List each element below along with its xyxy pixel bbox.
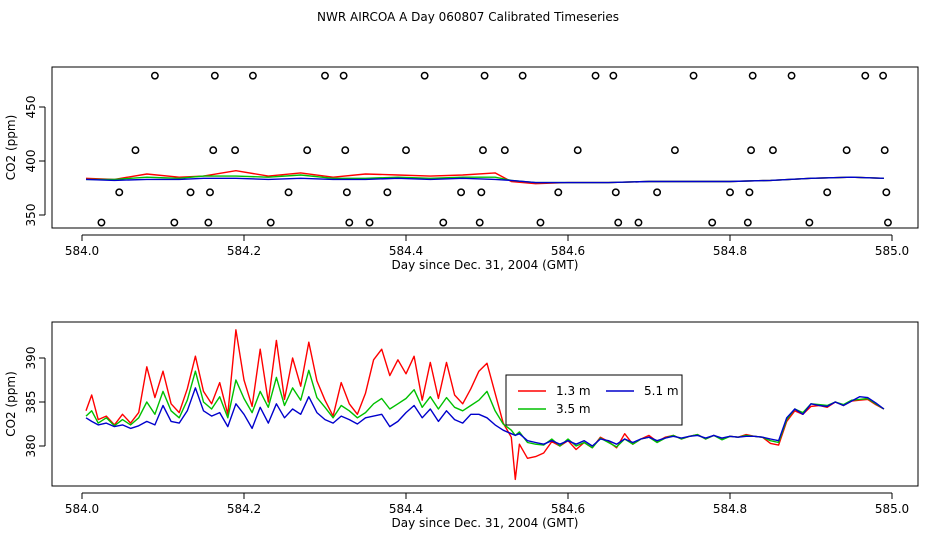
calibration-point <box>689 71 698 80</box>
calibration-point <box>170 218 179 227</box>
bottom-x-tick-label: 584.2 <box>227 502 261 516</box>
calibration-point <box>204 218 213 227</box>
calibration-point <box>745 188 754 197</box>
calibration-point <box>554 188 563 197</box>
calibration-point <box>284 188 293 197</box>
bottom-data-group <box>85 329 885 481</box>
calibration-point <box>748 71 757 80</box>
calibration-point <box>439 218 448 227</box>
calibration-point <box>321 71 329 80</box>
legend-label: 3.5 m <box>556 402 591 416</box>
bottom-x-tick-label: 584.0 <box>65 502 99 516</box>
bottom-y-tick-label: 385 <box>24 391 38 414</box>
legend-label: 5.1 m <box>644 384 679 398</box>
top-data-group <box>85 169 884 185</box>
calibration-point <box>248 71 257 80</box>
bottom-y-tick-label: 380 <box>24 435 38 458</box>
calibration-point <box>747 146 756 155</box>
bottom-x-tick-label: 584.6 <box>551 502 585 516</box>
calibration-point <box>457 188 466 197</box>
calibration-point <box>131 146 140 155</box>
calibration-point <box>115 188 124 197</box>
bottom-series-5-1-mm-line <box>85 387 885 447</box>
bottom-x-tick-label: 584.4 <box>389 502 423 516</box>
calibration-point <box>708 218 717 227</box>
calibration-point <box>209 146 218 155</box>
calibration-point <box>861 71 870 80</box>
bottom-series-3-5-mm-line <box>85 369 885 449</box>
calibration-point <box>97 218 106 227</box>
top-x-tick-label: 584.6 <box>551 244 585 258</box>
calibration-point <box>609 71 618 80</box>
calibration-point <box>743 218 752 227</box>
calibration-point <box>823 188 832 197</box>
calibration-point <box>634 218 643 227</box>
legend-label: 1.3 m <box>556 384 591 398</box>
calibration-point <box>768 146 777 155</box>
calibration-point <box>345 218 354 227</box>
calibration-point <box>653 188 662 197</box>
top-x-tick-label: 584.2 <box>227 244 261 258</box>
calibration-point <box>480 71 489 80</box>
calibration-point <box>536 218 545 227</box>
calibration-point <box>420 71 429 80</box>
calibration-point <box>206 188 214 197</box>
calibration-point <box>670 146 679 155</box>
legend: 1.3 m 5.1 m 3.5 m <box>505 374 683 426</box>
calibration-point <box>477 188 486 197</box>
calibration-point <box>879 71 888 80</box>
calibration-point <box>614 218 623 227</box>
calibration-point <box>573 146 582 155</box>
calibration-point <box>231 146 240 155</box>
calibration-point <box>591 71 600 80</box>
calibration-point <box>611 188 620 197</box>
calibration-point <box>186 188 195 197</box>
bottom-plot-frame <box>51 321 919 487</box>
top-x-tick-label: 584.4 <box>389 244 423 258</box>
calibration-point <box>303 146 312 155</box>
bottom-y-tick-label: 390 <box>24 347 38 370</box>
calibration-point <box>842 146 851 155</box>
calibration-point <box>339 71 348 80</box>
calibration-point <box>500 146 509 155</box>
calibration-point <box>150 71 159 80</box>
top-x-tick-label: 584.0 <box>65 244 99 258</box>
top-x-tick-label: 585.0 <box>875 244 909 258</box>
top-series-5-1-mm-line <box>85 176 884 184</box>
calibration-point <box>383 188 392 197</box>
top-panel: 584.0 584.2 584.4 584.6 584.8 585.0 Day since … <box>4 66 919 272</box>
calibration-point <box>805 218 814 227</box>
bottom-x-tick-label: 585.0 <box>875 502 909 516</box>
top-plot-frame <box>51 66 919 229</box>
calibration-point <box>882 188 891 197</box>
legend-box <box>505 374 683 426</box>
calibration-point <box>475 218 484 227</box>
top-y-tick-label: 400 <box>24 150 38 173</box>
calibration-point <box>726 188 734 197</box>
calibration-point <box>210 71 219 80</box>
calibration-point <box>342 188 351 197</box>
calibration-point <box>266 218 275 227</box>
top-x-tick-label: 584.8 <box>713 244 747 258</box>
bottom-x-axis-label: Day since Dec. 31, 2004 (GMT) <box>392 516 579 530</box>
top-y-axis-label: CO2 (ppm) <box>4 115 18 181</box>
figure-title: NWR AIRCOA A Day 060807 Calibrated Times… <box>316 10 619 24</box>
bottom-y-axis-label: CO2 (ppm) <box>4 371 18 437</box>
calibration-point <box>518 71 527 80</box>
calibration-point <box>884 218 892 227</box>
calibration-point <box>787 71 796 80</box>
calibration-point <box>479 146 487 155</box>
top-x-axis-label: Day since Dec. 31, 2004 (GMT) <box>392 258 579 272</box>
calibration-point <box>402 146 410 155</box>
calibration-point <box>365 218 374 227</box>
calibration-point <box>341 146 350 155</box>
bottom-x-tick-label: 584.8 <box>713 502 747 516</box>
top-y-tick-label: 450 <box>24 96 38 119</box>
top-y-tick-label: 350 <box>24 204 38 227</box>
bottom-panel: 584.0 584.2 584.4 584.6 584.8 585.0 Day since … <box>4 321 919 530</box>
calibration-point <box>880 146 889 155</box>
